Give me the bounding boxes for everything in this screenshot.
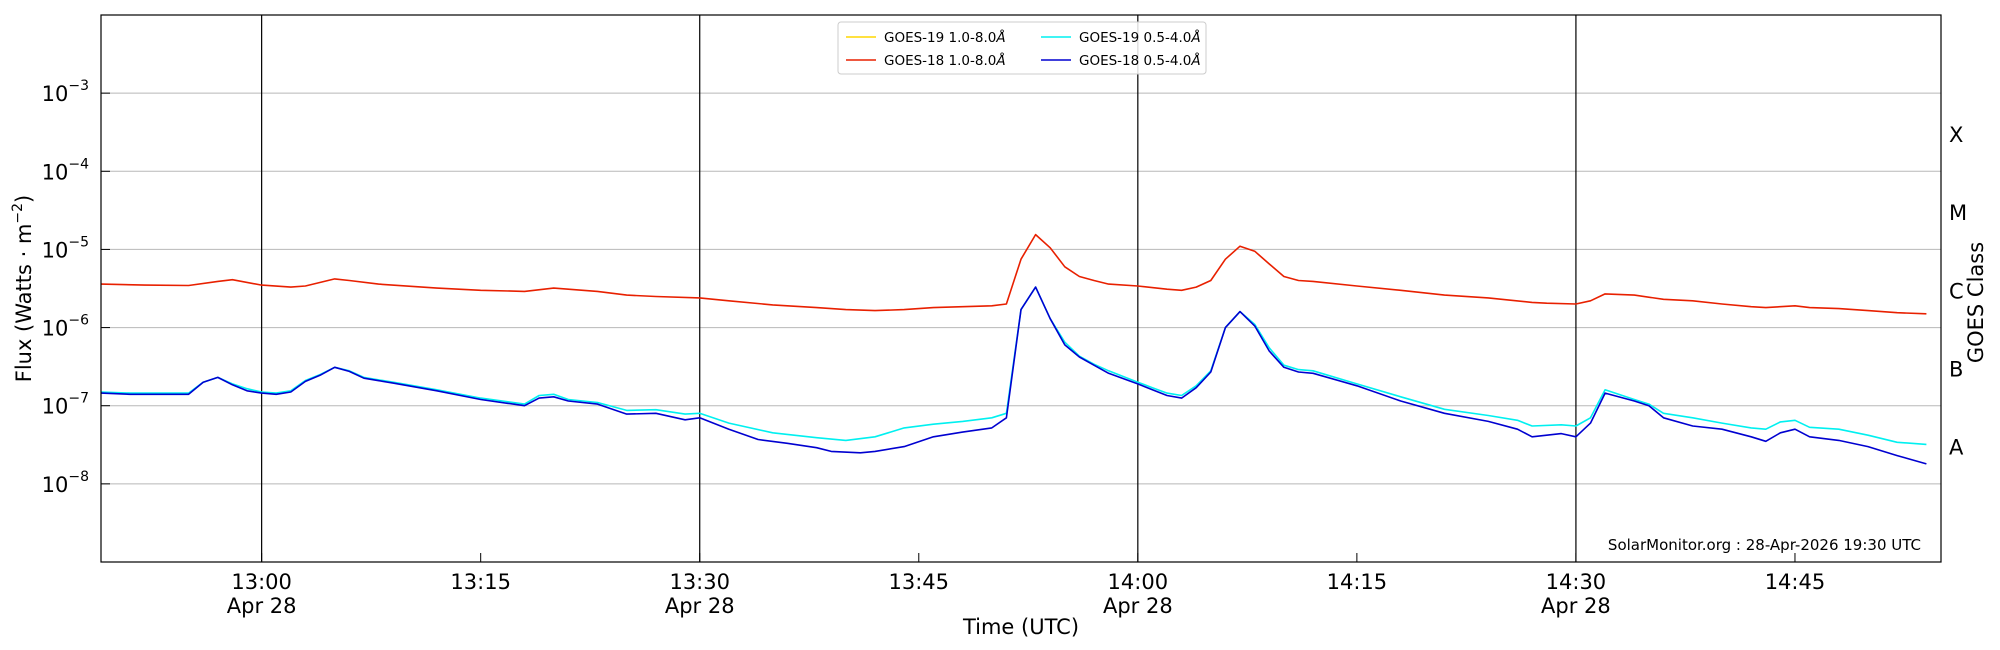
- gridlines: [101, 92, 1941, 485]
- legend-name-2: GOES-18 1.0-8.0: [884, 53, 996, 69]
- y-axis-title-main: Flux (Watts · m: [12, 224, 36, 383]
- y-axis-title-exponent: −2: [10, 203, 26, 224]
- y-tick-exponent-5: −3: [68, 78, 89, 94]
- y-tick-label-3: 10−5: [42, 234, 89, 262]
- x-tick-date-0: Apr 28: [227, 594, 297, 618]
- x-tick-date-4: Apr 28: [1103, 594, 1173, 618]
- goes-class-x: X: [1949, 123, 1963, 147]
- credit-text: SolarMonitor.org : 28-Apr-2026 19:30 UTC: [1608, 536, 1921, 554]
- y-tick-label-0: 10−8: [42, 469, 89, 497]
- goes-class-c: C: [1949, 279, 1964, 303]
- y-tick-exponent-3: −5: [68, 234, 89, 250]
- y-tick-exponent-0: −8: [68, 469, 89, 485]
- x-tick-label-0: 13:00: [231, 570, 292, 594]
- y-tick-base-0: 10: [42, 473, 69, 497]
- goes-class-a: A: [1949, 436, 1964, 460]
- y-tick-exponent-4: −4: [68, 156, 89, 172]
- x-tick-date-2: Apr 28: [665, 594, 735, 618]
- plot-frame: [100, 14, 1942, 563]
- y-tick-label-5: 10−3: [42, 78, 89, 106]
- y-tick-label-2: 10−6: [42, 313, 89, 341]
- y-axis-title-close: ): [12, 195, 36, 203]
- x-tick-label-6: 14:30: [1546, 570, 1607, 594]
- legend-box: [837, 21, 1207, 75]
- series-line-2: [100, 233, 1927, 315]
- y-tick-exponent-2: −6: [68, 313, 89, 329]
- y-tick-label-1: 10−7: [42, 391, 89, 419]
- legend-unit-2: Å: [995, 52, 1005, 69]
- y-tick-exponent-1: −7: [68, 391, 89, 407]
- x-tick-label-1: 13:15: [450, 570, 511, 594]
- y-tick-base-2: 10: [42, 317, 69, 341]
- legend-unit-0: Å: [995, 29, 1005, 46]
- goes-class-m: M: [1949, 201, 1967, 225]
- y-tick-base-4: 10: [42, 160, 69, 184]
- legend-unit-3: Å: [1190, 52, 1200, 69]
- y-tick-label-4: 10−4: [42, 156, 89, 184]
- y-tick-labels: 10−810−710−610−510−410−3: [42, 78, 89, 497]
- x-tick-label-4: 14:00: [1108, 570, 1169, 594]
- axis-ticks: [101, 92, 1796, 562]
- x-tick-label-5: 14:15: [1327, 570, 1388, 594]
- series-line-3: [100, 286, 1927, 465]
- x-axis-title: Time (UTC): [962, 615, 1079, 639]
- y-tick-base-1: 10: [42, 395, 69, 419]
- legend-label-0: GOES-19 1.0-8.0Å: [884, 29, 1006, 46]
- y-axis-title: Flux (Watts · m−2): [10, 195, 36, 383]
- legend-label-1: GOES-19 0.5-4.0Å: [1079, 29, 1201, 46]
- legend-unit-1: Å: [1190, 29, 1200, 46]
- legend-label-2: GOES-18 1.0-8.0Å: [884, 52, 1006, 69]
- legend-name-1: GOES-19 0.5-4.0: [1079, 30, 1191, 46]
- goes-class-labels: A B C M X: [1949, 123, 1967, 460]
- legend-name-3: GOES-18 0.5-4.0: [1079, 53, 1191, 69]
- y-tick-base-5: 10: [42, 82, 69, 106]
- legend: GOES-19 1.0-8.0Å GOES-19 0.5-4.0ÅGOES-18 …: [837, 21, 1207, 75]
- x-tick-date-6: Apr 28: [1541, 594, 1611, 618]
- goes-class-b: B: [1949, 357, 1963, 381]
- flux-series: [100, 233, 1927, 465]
- y-tick-base-3: 10: [42, 238, 69, 262]
- x-tick-label-3: 13:45: [889, 570, 950, 594]
- legend-label-3: GOES-18 0.5-4.0Å: [1079, 52, 1201, 69]
- right-axis-title: GOES Class: [1964, 242, 1988, 363]
- legend-name-0: GOES-19 1.0-8.0: [884, 30, 996, 46]
- x-tick-label-2: 13:30: [669, 570, 730, 594]
- x-tick-label-7: 14:45: [1765, 570, 1826, 594]
- day-boundary-lines: [261, 15, 1577, 562]
